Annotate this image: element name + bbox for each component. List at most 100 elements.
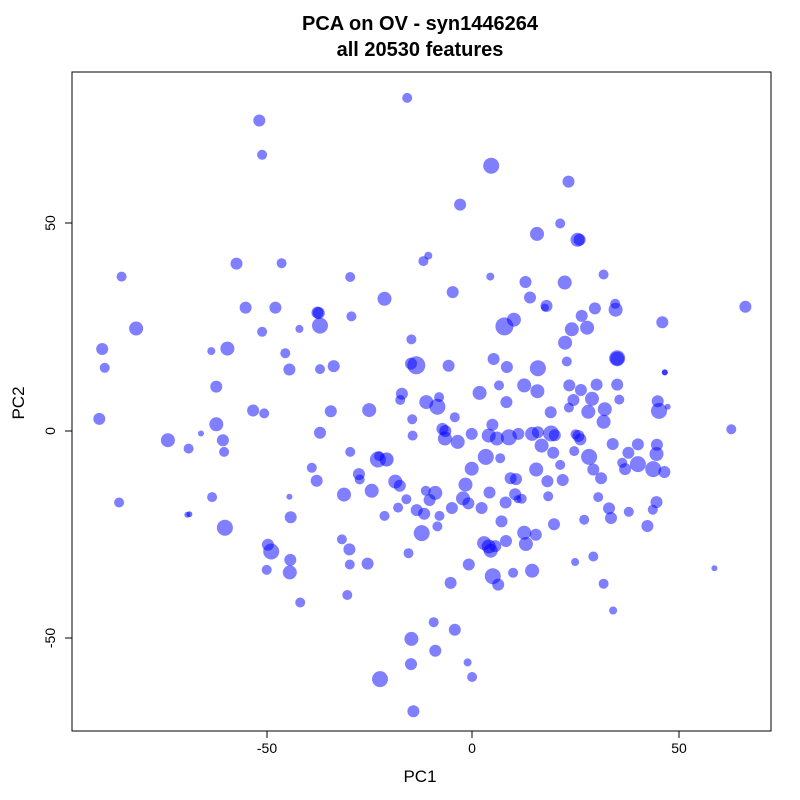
data-point bbox=[295, 324, 304, 333]
data-point bbox=[463, 658, 472, 667]
data-point bbox=[658, 466, 671, 478]
data-point bbox=[573, 233, 586, 246]
data-point bbox=[247, 404, 260, 417]
data-point bbox=[448, 623, 461, 636]
data-point bbox=[342, 590, 353, 600]
data-point bbox=[651, 402, 667, 419]
data-point bbox=[623, 506, 634, 517]
data-point bbox=[579, 514, 590, 525]
data-point bbox=[362, 403, 377, 418]
data-point bbox=[495, 453, 506, 464]
data-point bbox=[418, 507, 431, 520]
data-point bbox=[239, 301, 252, 314]
data-point bbox=[354, 474, 365, 485]
data-point bbox=[656, 316, 669, 329]
data-point bbox=[622, 446, 635, 459]
data-point bbox=[96, 343, 109, 355]
data-point bbox=[483, 157, 500, 174]
data-point bbox=[574, 433, 587, 446]
data-point bbox=[609, 606, 618, 615]
data-point bbox=[605, 512, 617, 524]
data-point bbox=[393, 479, 406, 492]
data-point bbox=[500, 535, 512, 547]
data-point bbox=[253, 114, 266, 127]
data-point bbox=[595, 472, 608, 485]
data-point bbox=[379, 510, 390, 521]
data-point bbox=[575, 309, 588, 322]
data-point bbox=[407, 705, 420, 718]
data-point bbox=[661, 369, 668, 376]
data-point bbox=[530, 384, 545, 399]
data-point bbox=[739, 300, 752, 313]
data-point bbox=[324, 405, 337, 418]
data-point bbox=[116, 271, 127, 282]
data-point bbox=[561, 356, 572, 367]
data-point bbox=[517, 378, 532, 393]
data-point bbox=[198, 430, 204, 437]
data-point bbox=[186, 511, 193, 518]
data-point bbox=[393, 502, 404, 513]
x-tick-label: -50 bbox=[257, 740, 277, 756]
data-point bbox=[664, 403, 671, 410]
x-axis-title: PC1 bbox=[403, 767, 436, 786]
data-point bbox=[606, 438, 619, 450]
data-point bbox=[462, 558, 475, 571]
data-point bbox=[286, 493, 293, 500]
data-point bbox=[93, 412, 106, 425]
data-point bbox=[492, 578, 505, 591]
data-point bbox=[314, 426, 326, 439]
data-point bbox=[486, 272, 495, 281]
data-point bbox=[519, 276, 532, 288]
y-axis-title: PC2 bbox=[9, 386, 28, 419]
data-point bbox=[571, 558, 580, 566]
data-point bbox=[580, 320, 595, 335]
data-point bbox=[372, 671, 388, 688]
y-tick-label: 50 bbox=[42, 215, 58, 231]
data-point bbox=[596, 414, 611, 429]
data-point bbox=[439, 425, 452, 437]
data-point bbox=[406, 334, 417, 345]
data-point bbox=[405, 658, 417, 671]
data-point bbox=[564, 322, 579, 337]
data-point bbox=[315, 364, 325, 375]
data-point bbox=[403, 548, 414, 559]
data-point bbox=[282, 565, 297, 580]
data-point bbox=[556, 474, 569, 486]
x-tick-label: 50 bbox=[671, 740, 687, 756]
data-point bbox=[631, 438, 644, 451]
chart-subtitle: all 20530 features bbox=[337, 39, 504, 61]
data-point bbox=[475, 502, 488, 514]
data-point bbox=[407, 356, 426, 375]
data-point bbox=[445, 502, 458, 514]
data-point bbox=[558, 335, 573, 350]
data-point bbox=[295, 597, 306, 608]
data-point bbox=[598, 269, 609, 280]
data-point bbox=[590, 378, 603, 391]
data-point bbox=[597, 402, 612, 417]
data-point bbox=[645, 461, 662, 478]
data-point bbox=[129, 321, 144, 336]
data-point bbox=[530, 226, 544, 241]
data-point bbox=[379, 452, 394, 467]
data-point bbox=[547, 446, 560, 459]
data-point bbox=[525, 563, 540, 578]
data-point bbox=[377, 291, 392, 306]
data-point bbox=[598, 578, 609, 589]
x-tick-label: 0 bbox=[468, 740, 476, 756]
data-point bbox=[207, 347, 216, 356]
data-point bbox=[210, 380, 223, 393]
data-point bbox=[500, 396, 513, 409]
data-point bbox=[494, 380, 504, 391]
data-point bbox=[418, 256, 429, 267]
data-point bbox=[429, 398, 446, 415]
data-point bbox=[487, 353, 500, 365]
data-point bbox=[434, 510, 445, 521]
y-tick-label: 0 bbox=[42, 427, 58, 435]
data-point bbox=[711, 565, 718, 572]
data-point bbox=[343, 543, 356, 556]
data-point bbox=[529, 528, 542, 541]
data-point bbox=[481, 539, 496, 554]
data-point bbox=[563, 379, 576, 392]
